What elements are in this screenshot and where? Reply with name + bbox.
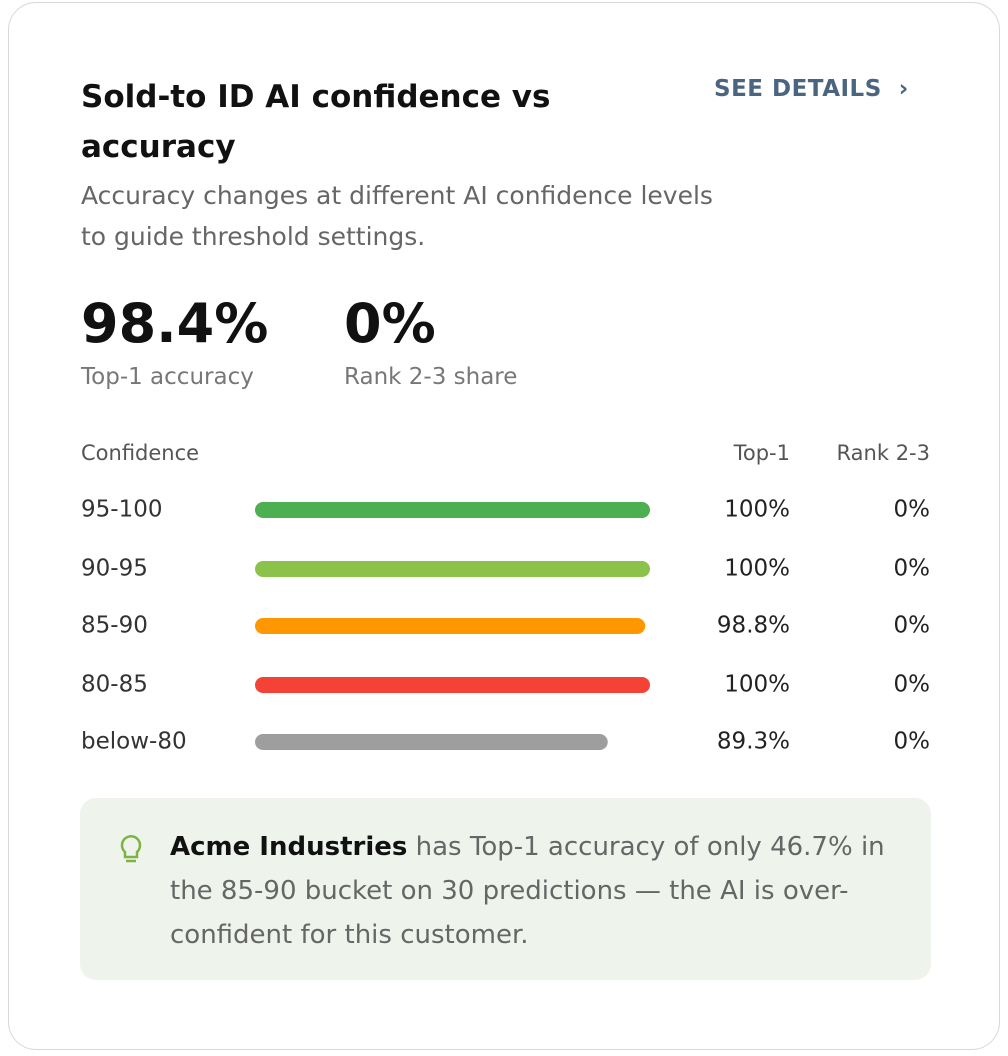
value-label: 100% [724, 556, 790, 582]
kpi-label: Top-1 accuracy [81, 364, 254, 390]
value-label: 100% [724, 497, 790, 523]
column-header: Confidence [81, 441, 199, 465]
link-text[interactable]: SEE DETAILS [714, 76, 882, 102]
value-label: 100% [724, 672, 790, 698]
bar [255, 734, 608, 750]
row-label: 80-85 [81, 672, 148, 698]
row-label: 90-95 [81, 556, 148, 582]
kpi-value: 98.4% [81, 292, 269, 355]
value-label: 0% [894, 613, 931, 639]
bar [255, 677, 650, 693]
bar [255, 618, 646, 634]
value-label: 89.3% [717, 729, 790, 755]
value-label: 98.8% [717, 613, 790, 639]
kpi-label: Rank 2-3 share [344, 364, 518, 390]
column-header: Top-1 [733, 441, 790, 465]
value-label: 0% [894, 497, 931, 523]
row-label: 85-90 [81, 613, 148, 639]
value-label: 0% [894, 672, 931, 698]
card-subtitle: Accuracy changes at different AI confide… [81, 181, 713, 251]
insight-text: Acme Industries has Top-1 accuracy of on… [170, 825, 900, 957]
bulb-icon [120, 835, 142, 863]
customer-name: Acme Industries [170, 832, 408, 862]
column-header: Rank 2-3 [837, 441, 930, 465]
value-label: 0% [894, 556, 931, 582]
kpi-value: 0% [344, 292, 436, 355]
insight-body: has Top-1 accuracy of only 46.7% in the … [170, 832, 885, 950]
card [8, 2, 1000, 1050]
row-label: below-80 [81, 729, 187, 755]
value-label: 0% [894, 729, 931, 755]
bar [255, 561, 650, 577]
bar [255, 502, 650, 518]
row-label: 95-100 [81, 497, 162, 523]
insight-box [80, 798, 931, 980]
see-details-link[interactable]: SEE DETAILS › [714, 76, 909, 102]
card-title: Sold-to ID AI confidence vs accuracy [81, 79, 551, 165]
